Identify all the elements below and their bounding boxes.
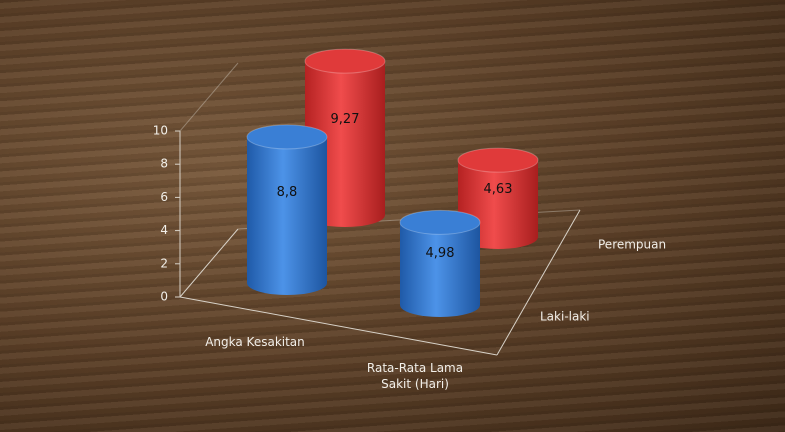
cylinder xyxy=(247,136,327,295)
legend-label: Laki-laki xyxy=(540,310,590,324)
x-tick-label: Rata-Rata Lama Sakit (Hari) xyxy=(366,361,464,391)
cylinder-top xyxy=(304,48,386,74)
value-label: 8,8 xyxy=(277,185,298,200)
y-tick-label: 0 xyxy=(160,290,168,304)
cylinder-top xyxy=(399,209,481,235)
cylinder-top xyxy=(457,147,539,173)
y-tick-label: 6 xyxy=(160,190,168,204)
value-label: 4,98 xyxy=(426,246,455,261)
cylinder xyxy=(400,222,480,317)
legend-label: Perempuan xyxy=(598,238,666,252)
y-tick-label: 10 xyxy=(153,124,168,138)
x-tick-label: Angka Kesakitan xyxy=(205,335,305,349)
y-tick-label: 8 xyxy=(160,157,168,171)
value-label: 4,63 xyxy=(484,182,513,197)
value-label: 9,27 xyxy=(331,112,360,127)
y-tick-label: 2 xyxy=(160,256,168,270)
y-tick-label: 4 xyxy=(160,223,168,237)
cylinder-top xyxy=(246,124,328,150)
